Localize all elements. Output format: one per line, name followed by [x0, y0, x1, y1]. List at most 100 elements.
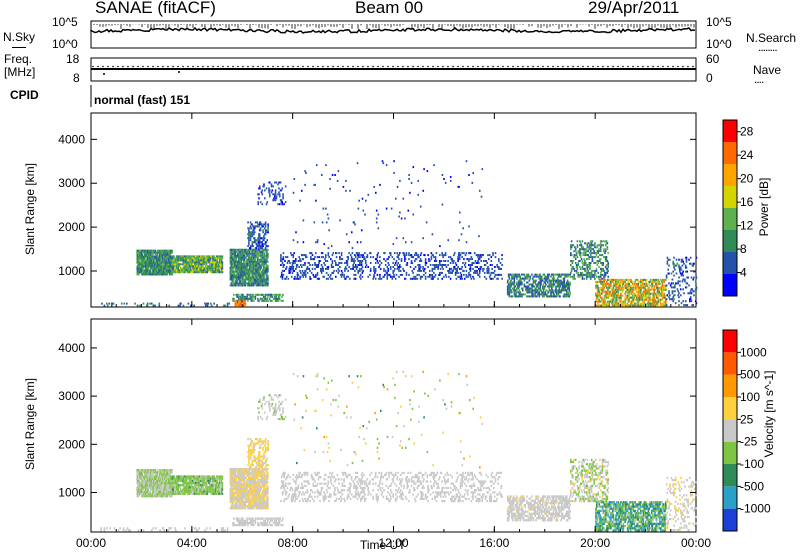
data-cell [317, 266, 320, 268]
data-cell [305, 256, 308, 259]
data-cell [434, 264, 436, 266]
data-cell [408, 252, 410, 255]
data-cell [327, 267, 330, 270]
data-cell [566, 285, 568, 288]
data-cell [255, 282, 257, 285]
data-cell [239, 280, 242, 283]
data-cell [625, 290, 628, 293]
data-cell [186, 271, 189, 274]
data-cell [458, 252, 461, 255]
data-cell [360, 262, 363, 264]
data-cell [360, 229, 363, 232]
data-cell [681, 264, 684, 267]
data-cell [527, 273, 530, 276]
data-cell [449, 271, 452, 274]
data-cell [153, 257, 156, 260]
data-cell [589, 262, 592, 264]
data-cell [273, 193, 275, 196]
data-cell [256, 252, 258, 255]
nave-dot [327, 65, 329, 68]
data-cell [622, 278, 625, 281]
data-cell [180, 259, 182, 262]
data-cell [362, 269, 364, 272]
data-cell [209, 265, 212, 268]
data-cell [219, 255, 222, 258]
data-cell [347, 269, 349, 272]
data-cell [631, 280, 634, 283]
data-cell [151, 255, 153, 258]
data-cell [221, 271, 224, 274]
data-cell [538, 291, 541, 294]
data-cell [235, 258, 238, 261]
data-cell [258, 235, 261, 238]
data-cell [460, 267, 463, 270]
data-cell [257, 248, 260, 251]
data-cell [312, 273, 315, 276]
data-cell [350, 231, 353, 234]
data-cell [526, 287, 529, 290]
data-cell [254, 258, 257, 261]
data-cell [372, 256, 374, 259]
data-cell [284, 277, 286, 280]
data-cell [247, 262, 250, 265]
data-cell [521, 281, 523, 284]
data-cell [260, 284, 262, 287]
nave-dot [287, 65, 289, 68]
data-cell [247, 254, 250, 257]
data-cell [353, 262, 355, 264]
data-cell [685, 258, 688, 261]
data-cell [239, 252, 242, 255]
data-cell [649, 292, 651, 295]
data-cell [556, 293, 558, 296]
data-cell [404, 254, 406, 257]
data-cell [581, 271, 584, 274]
data-cell [650, 288, 652, 291]
data-cell [658, 290, 660, 293]
data-cell [659, 282, 661, 285]
data-cell [310, 277, 312, 280]
data-cell [247, 297, 249, 300]
data-cell [464, 266, 467, 268]
data-cell [281, 295, 283, 298]
data-cell [201, 267, 204, 270]
data-cell [615, 280, 617, 283]
data-cell [417, 256, 419, 259]
data-cell [512, 275, 515, 278]
data-cell [440, 260, 443, 262]
data-cell [591, 260, 594, 262]
nave-dot [627, 65, 629, 68]
data-cell [598, 290, 601, 293]
data-cell [295, 277, 297, 280]
data-cell [404, 256, 406, 259]
data-cell [604, 302, 606, 305]
data-cell [606, 260, 609, 262]
data-cell [469, 267, 472, 270]
data-cell [653, 304, 655, 307]
data-cell [517, 279, 520, 282]
data-cell [459, 277, 462, 280]
data-cell [599, 250, 602, 253]
data-cell [601, 264, 604, 266]
data-cell [666, 262, 669, 265]
data-cell [424, 275, 427, 278]
data-cell [267, 252, 269, 255]
data-cell [430, 258, 433, 261]
data-cell [455, 264, 458, 266]
nave-dot [212, 65, 214, 68]
data-cell [591, 244, 594, 247]
data-cell [589, 256, 592, 259]
data-cell [384, 273, 386, 276]
data-cell [184, 257, 186, 260]
data-cell [252, 297, 254, 300]
data-cell [275, 293, 277, 296]
data-cell [242, 258, 244, 261]
data-cell [292, 262, 295, 264]
data-cell [674, 268, 676, 271]
data-cell [620, 296, 622, 299]
data-cell [586, 271, 589, 274]
data-cell [149, 255, 152, 258]
data-cell [379, 275, 381, 278]
data-cell [599, 246, 602, 249]
data-cell [175, 261, 178, 264]
data-cell [429, 269, 431, 272]
